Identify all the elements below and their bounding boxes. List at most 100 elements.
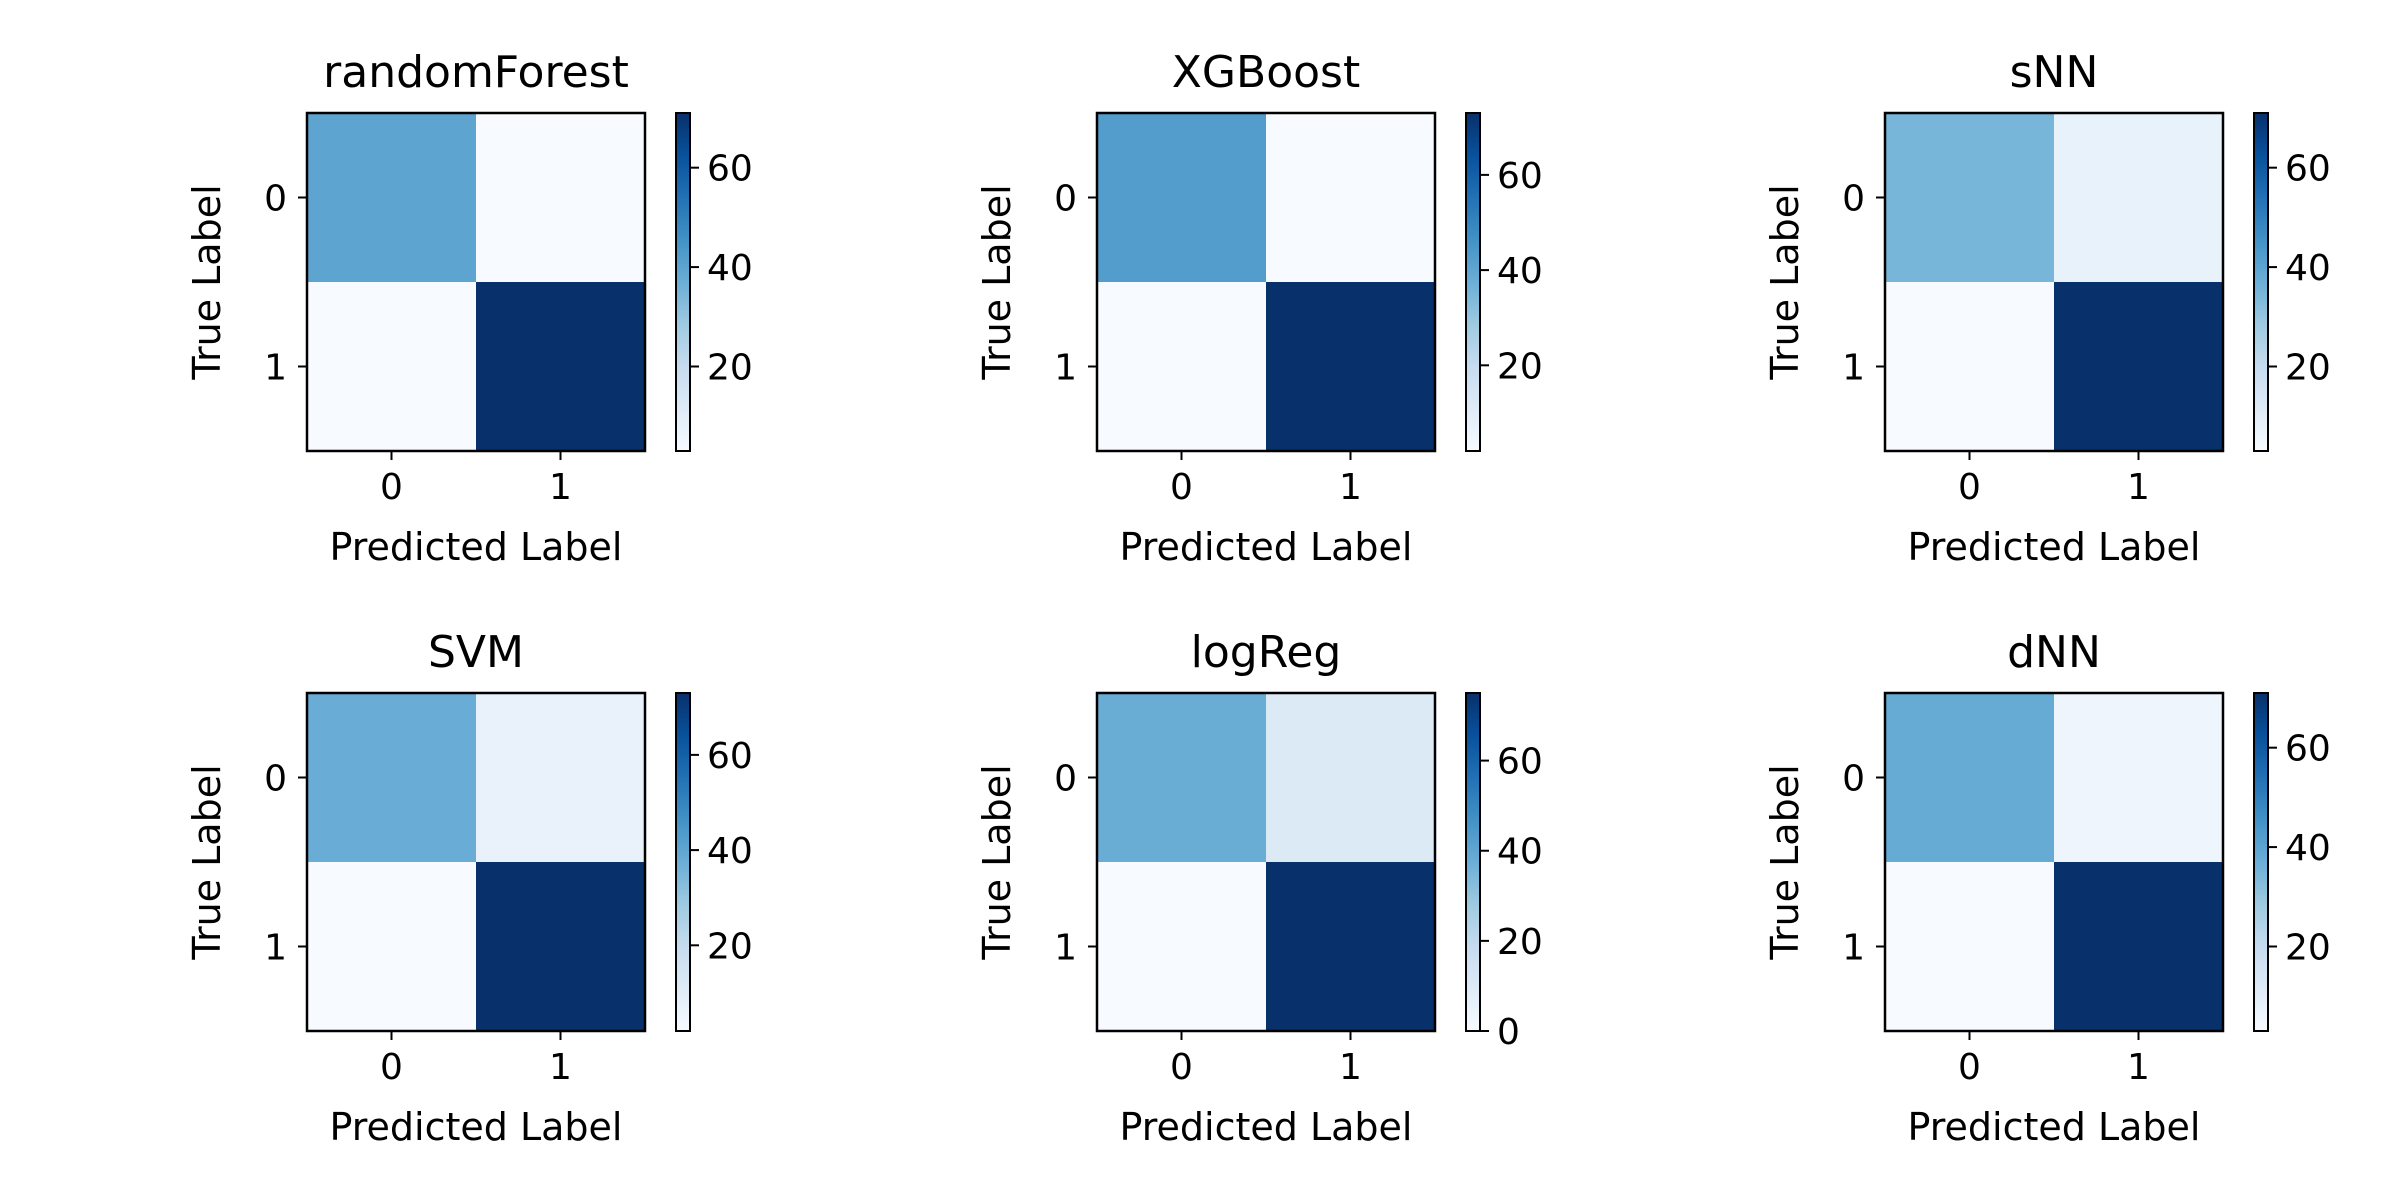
matrix-cell [1097,282,1266,451]
colorbar-tick-label: 60 [2285,149,2331,190]
x-axis-label: Predicted Label [1908,1105,2201,1149]
axes-frame [1095,111,1437,453]
y-axis-label: True Label [1763,184,1807,380]
matrix-cell [1885,862,2054,1031]
x-tick-label: 0 [1958,1047,1981,1088]
confusion-panel: randomForest 0 1 0 1 Predicted Label True Labe… [185,47,753,569]
matrix-cell [2054,282,2223,451]
panel-title: SVM [428,627,524,678]
y-tick-label: 1 [1842,348,1865,389]
colorbar-tick-label: 40 [707,831,753,872]
colorbar [2253,112,2269,452]
axes-frame [1883,111,2225,453]
matrix-cell [1885,282,2054,451]
panel-title: XGBoost [1172,47,1360,98]
matrix-cell [1885,113,2054,282]
colorbar-tick-label: 60 [707,149,753,190]
confusion-panel: SVM 0 1 0 1 Predicted Label True Label 20 40 60 [185,627,753,1149]
matrix-cell [1097,862,1266,1031]
x-tick-label: 1 [1339,467,1362,508]
matrix-cell [2054,113,2223,282]
colorbar-tick-label: 40 [2285,248,2331,289]
y-tick-label: 0 [264,179,287,220]
colorbar-tick-label: 60 [1497,742,1543,783]
matrix-cell [1097,113,1266,282]
x-axis-label: Predicted Label [1120,525,1413,569]
confusion-panel: dNN 0 1 0 1 Predicted Label True Label 20 40 60 [1763,627,2331,1149]
colorbar [675,112,691,452]
matrix-cell [476,113,645,282]
matrix-cell [476,693,645,862]
y-tick-label: 1 [264,928,287,969]
matrix-cell [2054,693,2223,862]
colorbar [2253,692,2269,1032]
colorbar-tick-label: 40 [2285,828,2331,869]
colorbar-tick-label: 40 [1497,251,1543,292]
x-axis-label: Predicted Label [1120,1105,1413,1149]
matrix-cell [1885,693,2054,862]
y-tick-label: 1 [1842,928,1865,969]
matrix-cell [476,862,645,1031]
y-tick-label: 1 [264,348,287,389]
colorbar-tick-label: 20 [707,926,753,967]
colorbar-tick-label: 20 [1497,922,1543,963]
axes-frame [305,691,647,1033]
axes-frame [1095,691,1437,1033]
panel-title: logReg [1191,627,1342,678]
matrix-cell [1266,113,1435,282]
confusion-panel: sNN 0 1 0 1 Predicted Label True Label 20 40 60 [1763,47,2331,569]
x-tick-label: 0 [380,467,403,508]
matrix-cell [307,693,476,862]
matrix-cell [307,862,476,1031]
colorbar-tick-label: 20 [2285,348,2331,389]
x-tick-label: 1 [1339,1047,1362,1088]
x-axis-label: Predicted Label [1908,525,2201,569]
y-tick-label: 1 [1054,348,1077,389]
x-tick-label: 1 [2127,467,2150,508]
confusion-panel: logReg 0 1 0 1 Predicted Label True Label 0 20 40… [975,627,1543,1149]
x-tick-label: 0 [1958,467,1981,508]
matrix-cell [1266,862,1435,1031]
x-tick-label: 0 [1170,1047,1193,1088]
colorbar-tick-label: 20 [2285,928,2331,969]
y-axis-label: True Label [185,184,229,380]
y-tick-label: 0 [264,759,287,800]
y-tick-label: 0 [1054,759,1077,800]
colorbar [1465,112,1481,452]
y-tick-label: 0 [1054,179,1077,220]
colorbar-tick-label: 60 [1497,156,1543,197]
colorbar-tick-label: 0 [1497,1012,1520,1053]
matrix-cell [2054,862,2223,1031]
matrix-cell [1266,693,1435,862]
y-tick-label: 1 [1054,928,1077,969]
panel-title: randomForest [323,47,629,98]
y-axis-label: True Label [975,764,1019,960]
axes-frame [1883,691,2225,1033]
matrix-cell [1097,693,1266,862]
matrix-cell [307,113,476,282]
colorbar-tick-label: 20 [707,348,753,389]
x-tick-label: 1 [2127,1047,2150,1088]
colorbar-tick-label: 60 [2285,729,2331,770]
panel-title: dNN [2007,627,2101,678]
colorbar [1465,692,1481,1032]
matrix-cell [307,282,476,451]
x-tick-label: 0 [380,1047,403,1088]
x-tick-label: 1 [549,467,572,508]
x-tick-label: 1 [549,1047,572,1088]
y-axis-label: True Label [1763,764,1807,960]
matrix-cell [476,282,645,451]
y-tick-label: 0 [1842,179,1865,220]
y-tick-label: 0 [1842,759,1865,800]
x-axis-label: Predicted Label [330,525,623,569]
panel-title: sNN [2010,47,2099,98]
colorbar-tick-label: 40 [1497,832,1543,873]
matrix-cell [1266,282,1435,451]
x-tick-label: 0 [1170,467,1193,508]
confusion-panel: XGBoost 0 1 0 1 Predicted Label True Label 20 40… [975,47,1543,569]
y-axis-label: True Label [185,764,229,960]
colorbar-tick-label: 20 [1497,346,1543,387]
colorbar-tick-label: 40 [707,248,753,289]
colorbar [675,692,691,1032]
